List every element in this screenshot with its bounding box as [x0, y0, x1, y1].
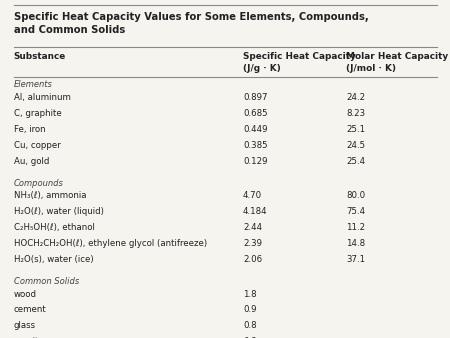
Text: Al, aluminum: Al, aluminum [14, 93, 70, 102]
Text: Fe, iron: Fe, iron [14, 125, 45, 134]
Text: 0.385: 0.385 [243, 141, 268, 150]
Text: 80.0: 80.0 [346, 191, 365, 200]
Text: 2.44: 2.44 [243, 223, 262, 232]
Text: cement: cement [14, 306, 46, 314]
Text: wood: wood [14, 290, 36, 298]
Text: Substance: Substance [14, 52, 66, 62]
Text: Au, gold: Au, gold [14, 157, 49, 166]
Text: Common Solids: Common Solids [14, 277, 79, 286]
Text: 0.449: 0.449 [243, 125, 267, 134]
Text: glass: glass [14, 321, 36, 330]
Text: 75.4: 75.4 [346, 207, 365, 216]
Text: Specific Heat Capacity
(J/g · K): Specific Heat Capacity (J/g · K) [243, 52, 356, 73]
Text: HOCH₂CH₂OH(ℓ), ethylene glycol (antifreeze): HOCH₂CH₂OH(ℓ), ethylene glycol (antifree… [14, 239, 207, 248]
Text: C, graphite: C, graphite [14, 109, 61, 118]
Text: H₂O(s), water (ice): H₂O(s), water (ice) [14, 255, 93, 264]
Text: H₂O(ℓ), water (liquid): H₂O(ℓ), water (liquid) [14, 207, 104, 216]
Text: 0.897: 0.897 [243, 93, 267, 102]
Text: 4.184: 4.184 [243, 207, 268, 216]
Text: NH₃(ℓ), ammonia: NH₃(ℓ), ammonia [14, 191, 86, 200]
Text: 8.23: 8.23 [346, 109, 365, 118]
Text: 0.8: 0.8 [243, 321, 256, 330]
Text: 0.9: 0.9 [243, 306, 256, 314]
Text: 24.5: 24.5 [346, 141, 365, 150]
Text: 11.2: 11.2 [346, 223, 365, 232]
Text: Molar Heat Capacity
(J/mol · K): Molar Heat Capacity (J/mol · K) [346, 52, 449, 73]
Text: Cu, copper: Cu, copper [14, 141, 60, 150]
Text: 14.8: 14.8 [346, 239, 365, 248]
Text: 2.39: 2.39 [243, 239, 262, 248]
Text: C₂H₅OH(ℓ), ethanol: C₂H₅OH(ℓ), ethanol [14, 223, 94, 232]
Text: 0.8: 0.8 [243, 337, 256, 338]
Text: 2.06: 2.06 [243, 255, 262, 264]
Text: granite: granite [14, 337, 45, 338]
Text: Specific Heat Capacity Values for Some Elements, Compounds,
and Common Solids: Specific Heat Capacity Values for Some E… [14, 12, 368, 35]
Text: 4.70: 4.70 [243, 191, 262, 200]
Text: Elements: Elements [14, 80, 52, 90]
Text: 37.1: 37.1 [346, 255, 365, 264]
Text: 1.8: 1.8 [243, 290, 256, 298]
Text: Compounds: Compounds [14, 179, 63, 188]
Text: 0.129: 0.129 [243, 157, 267, 166]
Text: 25.1: 25.1 [346, 125, 365, 134]
Text: 25.4: 25.4 [346, 157, 365, 166]
Text: 0.685: 0.685 [243, 109, 268, 118]
Text: 24.2: 24.2 [346, 93, 365, 102]
